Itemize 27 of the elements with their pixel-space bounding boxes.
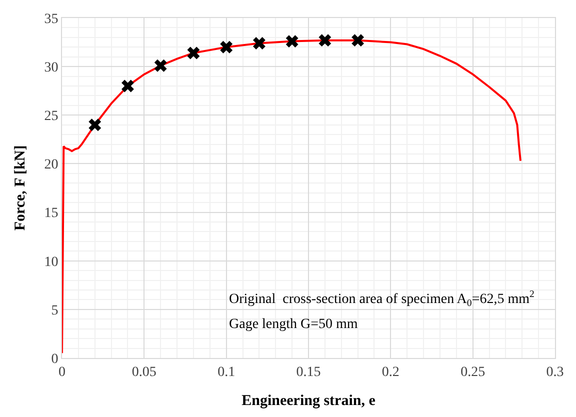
x-tick-label: 0.15 [296,364,321,380]
x-tick-label: 0.1 [218,364,236,380]
x-tick-label: 0.2 [382,364,400,380]
point [252,37,266,50]
x-axis-title: Engineering strain, e [242,392,376,409]
y-tick-label: 0 [51,352,58,367]
point [154,59,167,72]
y-tick-label: 10 [44,254,58,270]
y-tick-label: 35 [44,12,58,27]
point [187,46,200,60]
point [88,118,102,132]
point [286,35,298,48]
point [352,34,364,47]
x-tick-label: 0.3 [546,364,564,380]
x-tick-label: 0.25 [460,364,486,380]
y-tick-label: 15 [44,206,58,222]
point [122,80,134,92]
annotation: Gage length G=50 mm [229,317,358,332]
annotation: Original cross-section area of specimen A$_{0}$=62,5 mm$^{2}$ [229,289,535,309]
y-axis-title: Force, F [kN] [12,145,28,231]
point [318,34,332,47]
y-tick-label: 30 [44,60,58,76]
y-tick-label: 5 [51,303,58,318]
point [220,40,233,54]
y-tick-label: 25 [44,109,58,124]
x-tick-label: 0.05 [132,364,156,380]
y-tick-label: 20 [44,158,58,173]
